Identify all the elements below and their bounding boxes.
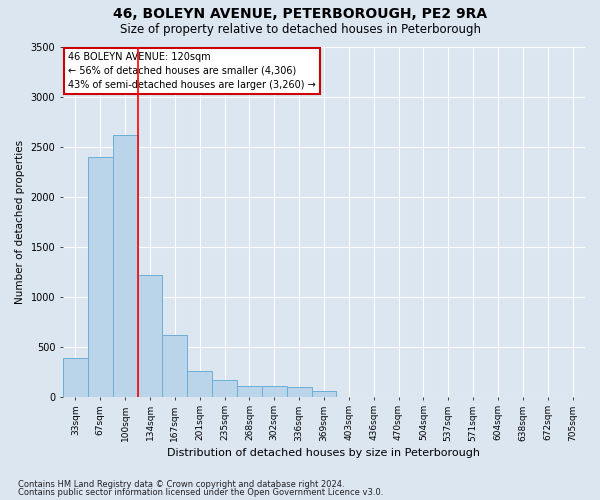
Bar — [113, 134, 137, 396]
Bar — [63, 358, 88, 397]
Text: Size of property relative to detached houses in Peterborough: Size of property relative to detached ho… — [119, 22, 481, 36]
Bar — [137, 274, 163, 396]
Bar — [88, 156, 113, 396]
Text: 46, BOLEYN AVENUE, PETERBOROUGH, PE2 9RA: 46, BOLEYN AVENUE, PETERBOROUGH, PE2 9RA — [113, 8, 487, 22]
Text: Contains public sector information licensed under the Open Government Licence v3: Contains public sector information licen… — [18, 488, 383, 497]
Bar — [262, 386, 287, 396]
X-axis label: Distribution of detached houses by size in Peterborough: Distribution of detached houses by size … — [167, 448, 481, 458]
Bar — [237, 386, 262, 396]
Bar — [311, 390, 337, 396]
Bar — [287, 386, 311, 396]
Y-axis label: Number of detached properties: Number of detached properties — [15, 140, 25, 304]
Text: Contains HM Land Registry data © Crown copyright and database right 2024.: Contains HM Land Registry data © Crown c… — [18, 480, 344, 489]
Bar — [212, 380, 237, 396]
Bar — [187, 370, 212, 396]
Bar — [163, 334, 187, 396]
Text: 46 BOLEYN AVENUE: 120sqm
← 56% of detached houses are smaller (4,306)
43% of sem: 46 BOLEYN AVENUE: 120sqm ← 56% of detach… — [68, 52, 316, 90]
